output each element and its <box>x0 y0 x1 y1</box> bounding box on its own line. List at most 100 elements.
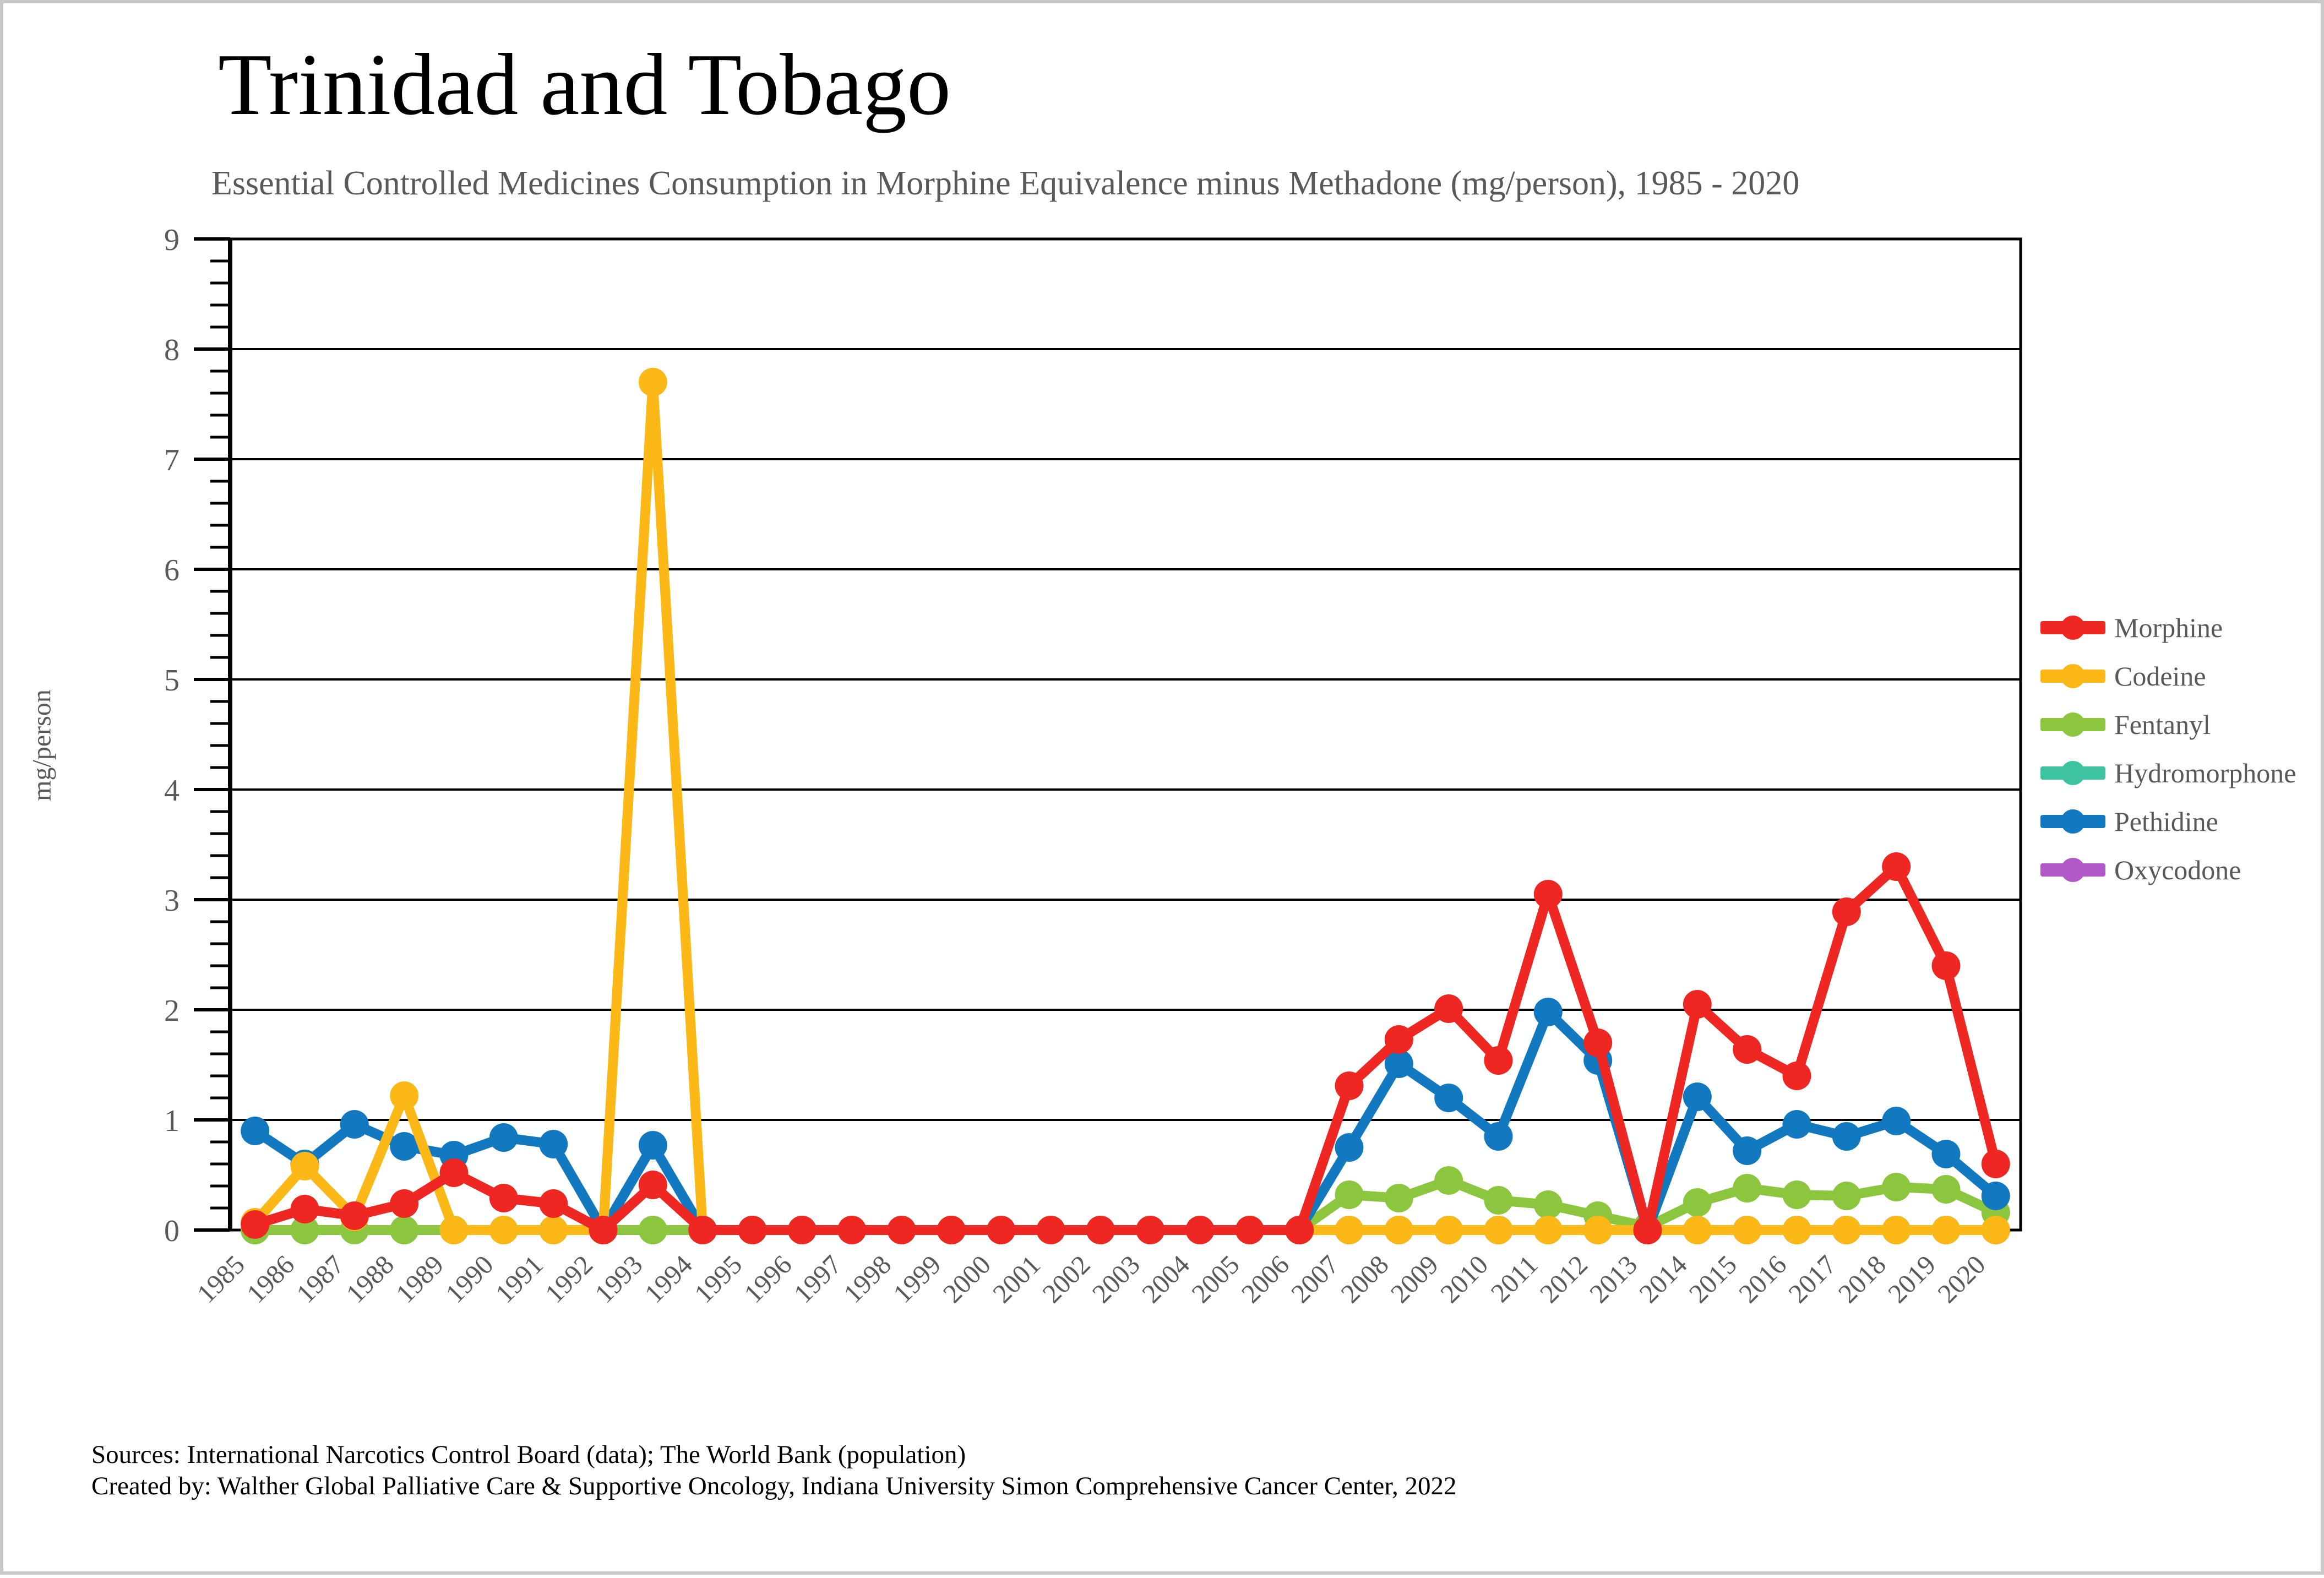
legend-item-pethidine[interactable]: Pethidine <box>2040 797 2296 846</box>
data-point-marker[interactable] <box>1931 1216 1961 1244</box>
data-point-marker[interactable] <box>589 1216 618 1244</box>
data-point-marker[interactable] <box>1733 1035 1762 1064</box>
data-point-marker[interactable] <box>887 1216 916 1244</box>
data-point-marker[interactable] <box>1335 1216 1364 1244</box>
data-point-marker[interactable] <box>1981 1216 2010 1244</box>
data-point-marker[interactable] <box>1335 1071 1364 1100</box>
data-point-marker[interactable] <box>1484 1216 1513 1244</box>
data-point-marker[interactable] <box>290 1152 319 1180</box>
data-point-marker[interactable] <box>1335 1180 1364 1209</box>
data-point-marker[interactable] <box>1782 1216 1811 1244</box>
data-point-marker[interactable] <box>1434 1216 1463 1244</box>
data-point-marker[interactable] <box>489 1216 518 1244</box>
legend-item-oxycodone[interactable]: Oxycodone <box>2040 846 2296 894</box>
data-point-marker[interactable] <box>1683 1216 1712 1244</box>
legend-item-morphine[interactable]: Morphine <box>2040 603 2296 652</box>
data-point-marker[interactable] <box>241 1117 270 1145</box>
data-point-marker[interactable] <box>1384 1216 1413 1244</box>
data-point-marker[interactable] <box>1931 1175 1961 1204</box>
data-point-marker[interactable] <box>1782 1062 1811 1090</box>
data-point-marker[interactable] <box>1683 1082 1712 1111</box>
data-point-marker[interactable] <box>1484 1046 1513 1075</box>
data-point-marker[interactable] <box>1832 897 1861 926</box>
data-point-marker[interactable] <box>439 1158 469 1187</box>
data-point-marker[interactable] <box>638 1131 667 1160</box>
data-point-marker[interactable] <box>390 1189 419 1218</box>
data-point-marker[interactable] <box>1384 1184 1413 1212</box>
data-point-marker[interactable] <box>1434 1084 1463 1112</box>
data-point-marker[interactable] <box>738 1216 767 1244</box>
y-tick-label: 3 <box>164 884 179 918</box>
data-point-marker[interactable] <box>1434 994 1463 1023</box>
data-point-marker[interactable] <box>1882 852 1911 881</box>
legend-item-hydromorphone[interactable]: Hydromorphone <box>2040 749 2296 797</box>
data-point-marker[interactable] <box>1882 1216 1911 1244</box>
data-point-marker[interactable] <box>1384 1025 1413 1054</box>
data-point-marker[interactable] <box>539 1189 568 1218</box>
data-point-marker[interactable] <box>1335 1133 1364 1162</box>
data-point-marker[interactable] <box>1832 1182 1861 1210</box>
data-point-marker[interactable] <box>1782 1180 1811 1209</box>
x-tick-label: 1998 <box>837 1249 897 1309</box>
data-point-marker[interactable] <box>1484 1186 1513 1215</box>
data-point-marker[interactable] <box>1533 1216 1563 1244</box>
data-point-marker[interactable] <box>1384 1049 1413 1078</box>
data-point-marker[interactable] <box>1583 1216 1613 1244</box>
data-point-marker[interactable] <box>1484 1122 1513 1151</box>
data-point-marker[interactable] <box>539 1216 568 1244</box>
data-point-marker[interactable] <box>1434 1166 1463 1195</box>
data-point-marker[interactable] <box>290 1195 319 1223</box>
data-point-marker[interactable] <box>489 1123 518 1152</box>
data-point-marker[interactable] <box>1832 1216 1861 1244</box>
data-point-marker[interactable] <box>937 1216 966 1244</box>
data-point-marker[interactable] <box>1533 998 1563 1026</box>
data-point-marker[interactable] <box>1533 880 1563 908</box>
data-point-marker[interactable] <box>638 368 667 396</box>
data-point-marker[interactable] <box>1733 1174 1762 1202</box>
data-point-marker[interactable] <box>439 1216 469 1244</box>
data-point-marker[interactable] <box>987 1216 1016 1244</box>
data-point-marker[interactable] <box>787 1216 817 1244</box>
data-point-marker[interactable] <box>489 1184 518 1212</box>
data-point-marker[interactable] <box>1633 1216 1662 1244</box>
data-point-marker[interactable] <box>1981 1150 2010 1178</box>
created-by-line: Created by: Walther Global Palliative Ca… <box>91 1472 1457 1501</box>
data-point-marker[interactable] <box>1683 990 1712 1019</box>
data-point-marker[interactable] <box>1583 1029 1613 1057</box>
data-point-marker[interactable] <box>1533 1190 1563 1219</box>
x-tick-label: 2016 <box>1733 1249 1792 1309</box>
data-point-marker[interactable] <box>1036 1216 1065 1244</box>
data-point-marker[interactable] <box>1782 1110 1811 1139</box>
data-point-marker[interactable] <box>1733 1136 1762 1165</box>
data-point-marker[interactable] <box>1981 1182 2010 1210</box>
data-point-marker[interactable] <box>1882 1107 1911 1135</box>
data-point-marker[interactable] <box>241 1210 270 1239</box>
data-point-marker[interactable] <box>390 1081 419 1110</box>
data-point-marker[interactable] <box>539 1130 568 1158</box>
data-point-marker[interactable] <box>340 1201 369 1230</box>
data-point-marker[interactable] <box>290 1216 319 1244</box>
data-point-marker[interactable] <box>688 1216 717 1244</box>
data-point-marker[interactable] <box>1185 1216 1215 1244</box>
data-point-marker[interactable] <box>638 1171 667 1199</box>
x-tick-label: 2015 <box>1683 1249 1743 1309</box>
x-tick-label: 2020 <box>1931 1249 1991 1309</box>
data-point-marker[interactable] <box>1235 1216 1264 1244</box>
data-point-marker[interactable] <box>390 1216 419 1244</box>
legend-item-fentanyl[interactable]: Fentanyl <box>2040 700 2296 749</box>
data-point-marker[interactable] <box>1733 1216 1762 1244</box>
data-point-marker[interactable] <box>1832 1122 1861 1151</box>
data-point-marker[interactable] <box>638 1216 667 1244</box>
data-point-marker[interactable] <box>1285 1216 1314 1244</box>
legend-item-codeine[interactable]: Codeine <box>2040 652 2296 700</box>
data-point-marker[interactable] <box>1931 1140 1961 1168</box>
data-point-marker[interactable] <box>1931 951 1961 980</box>
data-point-marker[interactable] <box>1882 1173 1911 1201</box>
data-point-marker[interactable] <box>1086 1216 1115 1244</box>
data-point-marker[interactable] <box>1683 1188 1712 1217</box>
data-point-marker[interactable] <box>837 1216 867 1244</box>
data-point-marker[interactable] <box>1136 1216 1165 1244</box>
data-point-marker[interactable] <box>390 1132 419 1161</box>
legend-marker-icon <box>2061 712 2085 737</box>
data-point-marker[interactable] <box>340 1110 369 1139</box>
